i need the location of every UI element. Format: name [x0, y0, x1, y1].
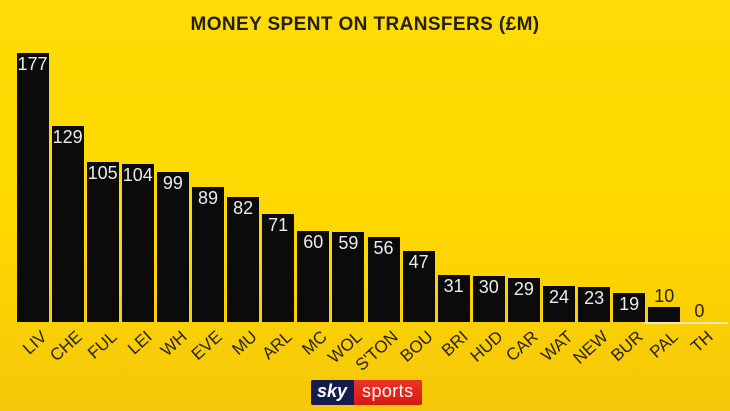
bar: [16, 53, 49, 322]
bar: [262, 214, 295, 322]
sports-logo-text: sports: [354, 380, 423, 405]
bar: [613, 293, 646, 322]
sky-logo-text: sky: [311, 380, 355, 405]
bar-value-label: 104: [122, 165, 153, 185]
bar-value-label: 129: [52, 127, 83, 147]
bar: [156, 172, 189, 322]
bar: [367, 237, 400, 322]
bar-value-label: 56: [373, 238, 394, 258]
bar-value-label: 89: [197, 188, 219, 208]
chart-title: MONEY SPENT ON TRANSFERS (£M): [190, 14, 540, 35]
bar-value-label: 29: [513, 279, 534, 299]
bar: [472, 276, 505, 322]
bar: [507, 278, 540, 322]
bar: [86, 162, 119, 322]
bar-value-label: 23: [584, 288, 605, 308]
bar: [51, 126, 84, 322]
bar: [297, 231, 330, 322]
bar-value-label: 177: [17, 54, 48, 74]
bar-value-label: 105: [87, 163, 118, 183]
bar: [332, 232, 365, 322]
bar-value-label: 10: [654, 286, 675, 306]
x-axis-baseline: [644, 322, 728, 324]
bar-value-label: 59: [338, 233, 359, 253]
bar: [578, 287, 611, 322]
bar-value-label: 0: [694, 301, 705, 321]
bar-value-label: 31: [443, 276, 464, 296]
sky-sports-logo: sky sports: [311, 380, 423, 405]
bar-value-label: 71: [268, 215, 289, 235]
bar-value-label: 82: [233, 198, 254, 218]
bar: [402, 251, 435, 322]
bar: [192, 187, 224, 322]
bar-value-label: 24: [548, 287, 570, 307]
bar: [437, 275, 470, 322]
bar-value-label: 47: [408, 252, 429, 272]
bar: [543, 286, 575, 322]
bar: [648, 307, 681, 322]
bar-value-label: 19: [619, 294, 640, 314]
bar-value-label: 99: [162, 173, 183, 193]
bar-value-label: 60: [303, 232, 324, 252]
bar: [227, 197, 260, 322]
bar: [121, 164, 154, 322]
bar-value-label: 30: [478, 277, 499, 297]
